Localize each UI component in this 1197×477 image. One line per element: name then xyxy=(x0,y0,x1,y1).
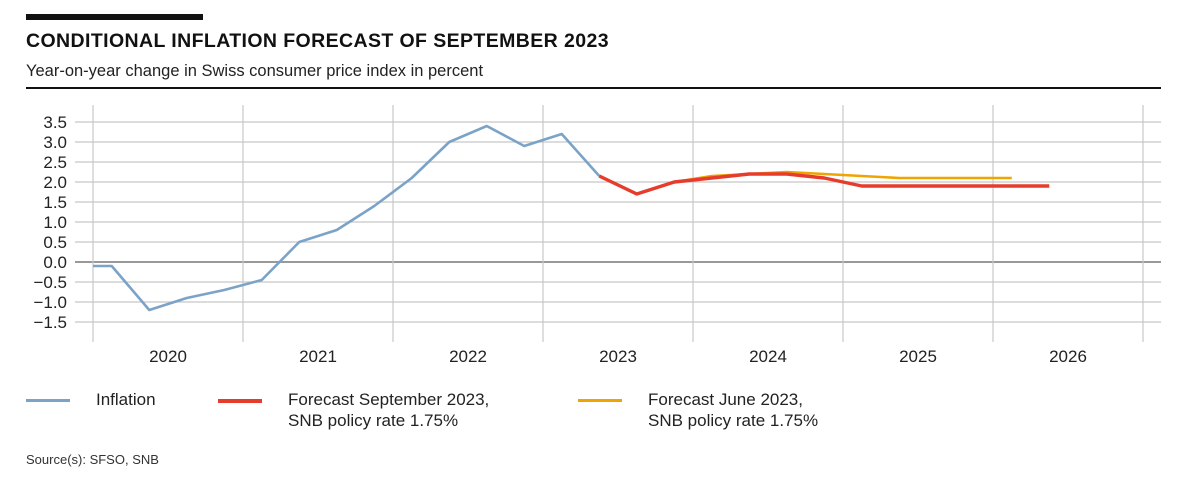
y-tick-label: −1.5 xyxy=(33,313,67,332)
title-accent-bar xyxy=(26,14,203,20)
x-tick-label: 2025 xyxy=(899,347,937,366)
y-tick-label: 3.0 xyxy=(43,133,67,152)
x-tick-label: 2022 xyxy=(449,347,487,366)
legend-label-line: Forecast June 2023, xyxy=(648,390,803,409)
legend-label: Forecast June 2023, SNB policy rate 1.75% xyxy=(648,389,818,431)
y-tick-label: 3.5 xyxy=(43,113,67,132)
x-axis-labels: 2020 2021 2022 2023 2024 2025 2026 xyxy=(149,347,1087,366)
legend-swatch xyxy=(578,399,622,402)
y-tick-label: 0.0 xyxy=(43,253,67,272)
legend-label-line: SNB policy rate 1.75% xyxy=(648,411,819,430)
x-tick-label: 2024 xyxy=(749,347,787,366)
y-tick-label: −0.5 xyxy=(33,273,67,292)
legend-item: Forecast September 2023, SNB policy rate … xyxy=(218,389,489,431)
legend-label-line: Forecast September 2023, xyxy=(288,390,490,409)
legend-item: Forecast June 2023, SNB policy rate 1.75% xyxy=(578,389,818,431)
legend-label-line: SNB policy rate 1.75% xyxy=(288,411,459,430)
y-axis-labels: 3.53.02.52.01.51.00.50.0−0.5−1.0−1.5 xyxy=(33,113,67,332)
legend-swatch xyxy=(26,399,70,402)
horizontal-gridlines xyxy=(75,121,1161,323)
y-tick-label: 2.5 xyxy=(43,153,67,172)
x-tick-label: 2020 xyxy=(149,347,187,366)
legend-label-line: Inflation xyxy=(96,390,156,409)
y-tick-label: −1.0 xyxy=(33,293,67,312)
y-tick-label: 1.5 xyxy=(43,193,67,212)
y-tick-label: 2.0 xyxy=(43,173,67,192)
source-note: Source(s): SFSO, SNB xyxy=(26,452,159,467)
x-tick-label: 2026 xyxy=(1049,347,1087,366)
y-tick-label: 1.0 xyxy=(43,213,67,232)
legend-label: Forecast September 2023, SNB policy rate … xyxy=(288,389,489,431)
legend-item: Inflation xyxy=(26,389,156,410)
legend-label: Inflation xyxy=(96,389,156,410)
header-rule xyxy=(26,87,1161,89)
y-tick-label: 0.5 xyxy=(43,233,67,252)
x-tick-label: 2021 xyxy=(299,347,337,366)
series-lines xyxy=(74,124,1050,312)
legend-swatch xyxy=(218,399,262,403)
vertical-gridlines xyxy=(92,105,1144,342)
x-tick-label: 2023 xyxy=(599,347,637,366)
chart-title: CONDITIONAL INFLATION FORECAST OF SEPTEM… xyxy=(26,30,609,52)
chart-subtitle: Year-on-year change in Swiss consumer pr… xyxy=(26,62,484,80)
